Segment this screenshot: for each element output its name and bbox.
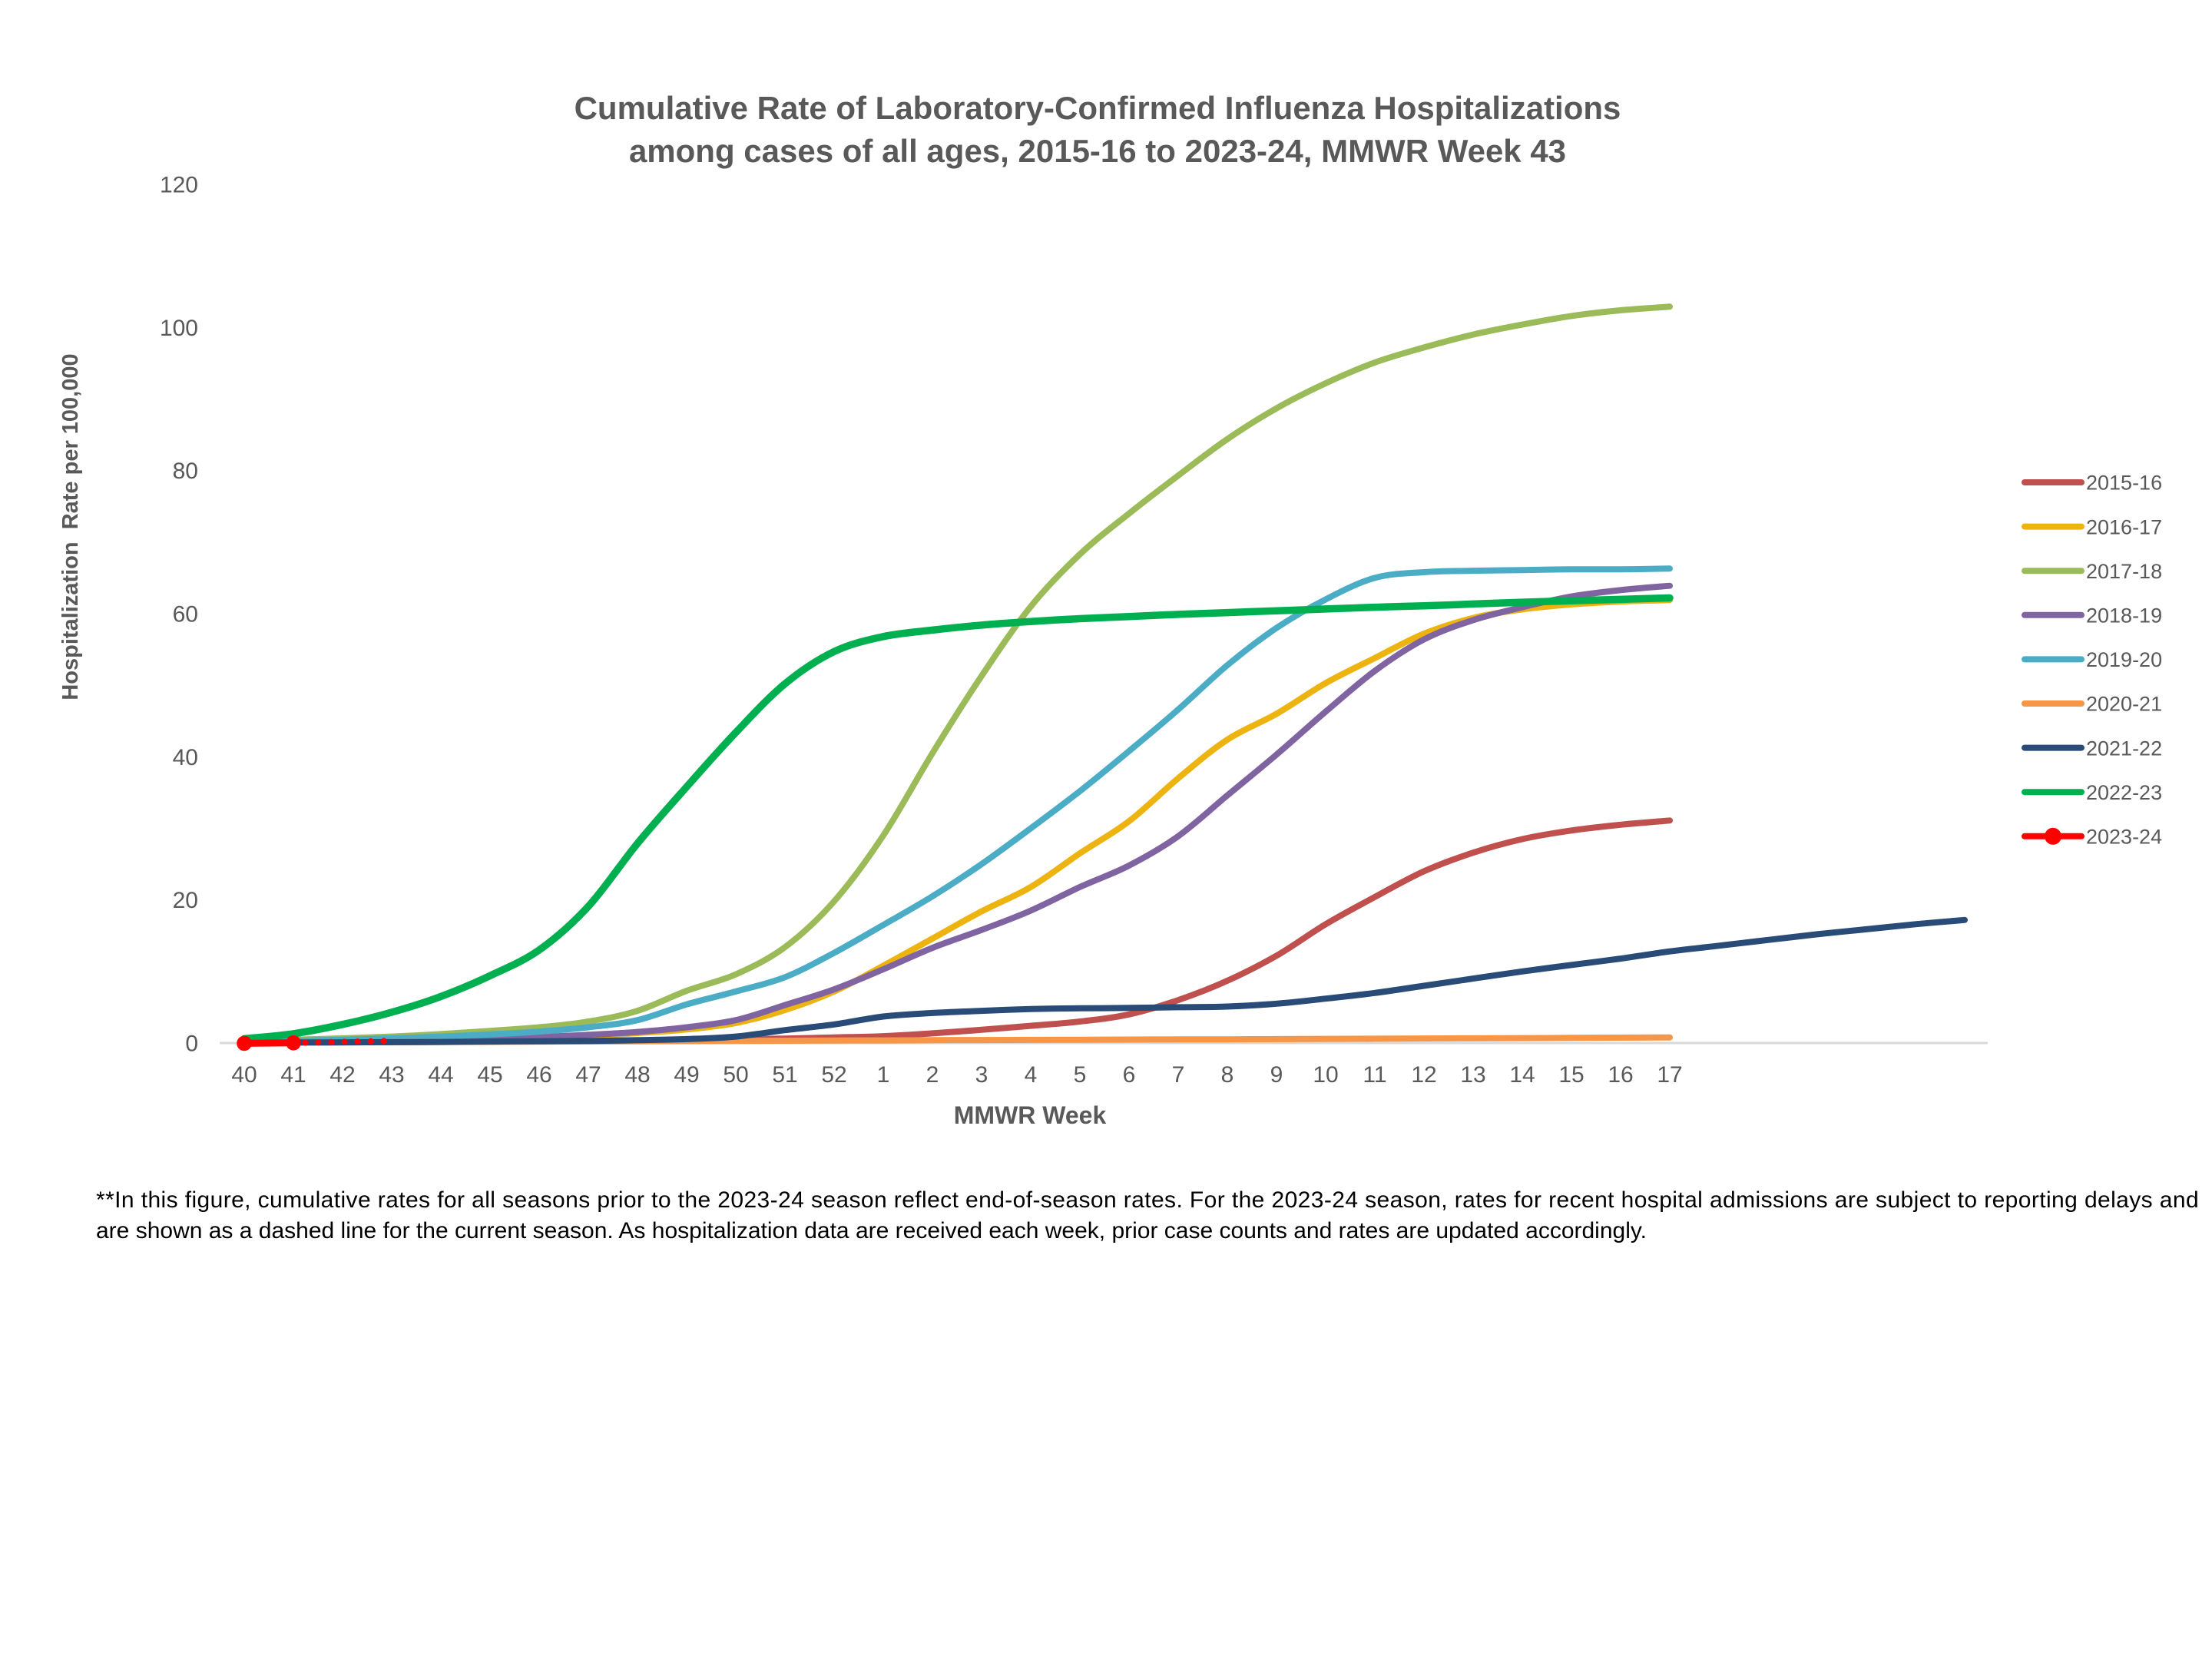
svg-text:0: 0: [185, 1031, 198, 1057]
svg-text:13: 13: [1460, 1062, 1485, 1088]
svg-text:7: 7: [1172, 1062, 1185, 1088]
svg-text:3: 3: [975, 1062, 988, 1088]
svg-text:120: 120: [160, 173, 198, 198]
svg-text:44: 44: [428, 1062, 453, 1088]
svg-text:2018-19: 2018-19: [2086, 604, 2162, 628]
svg-text:2019-20: 2019-20: [2086, 648, 2162, 671]
svg-text:43: 43: [379, 1062, 404, 1088]
svg-text:5: 5: [1074, 1062, 1087, 1088]
svg-text:41: 41: [280, 1062, 306, 1088]
svg-text:11: 11: [1363, 1062, 1386, 1088]
svg-text:15: 15: [1558, 1062, 1584, 1088]
svg-text:48: 48: [624, 1062, 650, 1088]
svg-text:are shown as a dashed line for: are shown as a dashed line for the curre…: [96, 1218, 1647, 1243]
svg-text:51: 51: [772, 1062, 797, 1088]
svg-text:16: 16: [1608, 1062, 1633, 1088]
svg-text:2021-22: 2021-22: [2086, 737, 2162, 760]
svg-text:49: 49: [674, 1062, 699, 1088]
svg-text:60: 60: [173, 602, 198, 628]
svg-text:20: 20: [173, 888, 198, 913]
svg-text:40: 40: [173, 745, 198, 770]
svg-text:6: 6: [1123, 1062, 1136, 1088]
svg-text:50: 50: [723, 1062, 748, 1088]
svg-text:46: 46: [526, 1062, 551, 1088]
svg-text:100: 100: [160, 316, 198, 341]
svg-text:Cumulative Rate of Laboratory-: Cumulative Rate of Laboratory-Confirmed …: [575, 90, 1621, 126]
svg-text:2017-18: 2017-18: [2086, 560, 2162, 583]
svg-text:45: 45: [477, 1062, 502, 1088]
svg-text:42: 42: [329, 1062, 355, 1088]
svg-text:2023-24: 2023-24: [2086, 826, 2162, 849]
svg-text:4: 4: [1025, 1062, 1038, 1088]
svg-text:12: 12: [1411, 1062, 1436, 1088]
svg-text:40: 40: [231, 1062, 257, 1088]
svg-text:17: 17: [1657, 1062, 1682, 1088]
svg-text:52: 52: [821, 1062, 846, 1088]
svg-text:80: 80: [173, 459, 198, 484]
svg-text:9: 9: [1270, 1062, 1283, 1088]
svg-text:47: 47: [575, 1062, 601, 1088]
svg-text:8: 8: [1221, 1062, 1234, 1088]
svg-text:2020-21: 2020-21: [2086, 693, 2162, 716]
svg-text:among cases of all ages, 2015-: among cases of all ages, 2015-16 to 2023…: [629, 133, 1566, 169]
svg-text:2015-16: 2015-16: [2086, 472, 2162, 495]
svg-text:Hospitalization Rate per 100,: Hospitalization Rate per 100,000: [58, 353, 83, 700]
svg-text:2016-17: 2016-17: [2086, 515, 2162, 538]
svg-text:2022-23: 2022-23: [2086, 781, 2162, 804]
svg-text:10: 10: [1313, 1062, 1338, 1088]
svg-text:MMWR Week: MMWR Week: [954, 1101, 1107, 1129]
svg-text:1: 1: [877, 1062, 890, 1088]
svg-text:2: 2: [926, 1062, 939, 1088]
svg-text:**In this figure, cumulative r: **In this figure, cumulative rates for a…: [96, 1187, 2199, 1213]
svg-text:14: 14: [1509, 1062, 1535, 1088]
